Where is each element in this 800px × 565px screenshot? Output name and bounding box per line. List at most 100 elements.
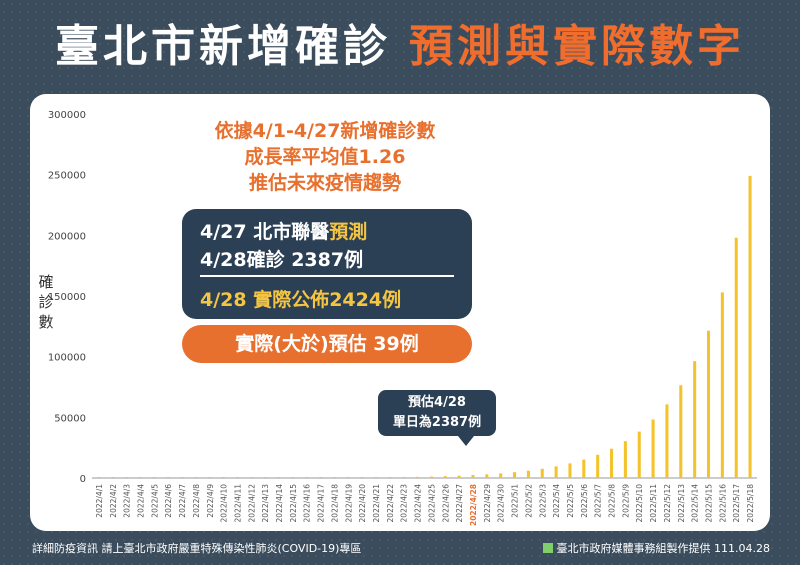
x-tick-label: 2022/4/1 (95, 484, 104, 518)
x-tick-label: 2022/4/12 (247, 484, 256, 523)
x-tick-label: 2022/4/22 (386, 484, 395, 523)
bar (637, 431, 641, 478)
x-tick-label: 2022/4/28 (469, 484, 478, 526)
bar (166, 477, 170, 478)
bar (679, 385, 683, 478)
bar (319, 477, 323, 478)
x-tick-label: 2022/5/6 (580, 484, 589, 518)
bar (665, 404, 669, 478)
bar (125, 477, 129, 478)
bar (429, 476, 433, 478)
bar (499, 473, 503, 478)
title-part2: 預測與實際數字 (409, 21, 745, 72)
bar (291, 477, 295, 478)
x-tick-label: 2022/5/7 (594, 484, 603, 518)
x-tick-label: 2022/4/19 (344, 484, 353, 523)
bar (263, 477, 267, 478)
bar (332, 477, 336, 478)
bar (305, 477, 309, 478)
headline-line2: 成長率平均值1.26 (244, 146, 406, 168)
bar (610, 448, 614, 478)
prediction-divider (200, 275, 454, 277)
x-tick-label: 2022/4/2 (109, 484, 118, 518)
headline: 依據4/1-4/27新增確診數 成長率平均值1.26 推估未來疫情趨勢 (160, 118, 490, 196)
x-tick-label: 2022/5/2 (524, 484, 533, 518)
x-tick-label: 2022/5/10 (635, 484, 644, 523)
x-tick-label: 2022/5/13 (677, 484, 686, 523)
x-tick-label: 2022/4/23 (400, 484, 409, 523)
x-tick-label: 2022/4/6 (164, 484, 173, 518)
bar (651, 419, 655, 478)
callout-line2: 單日為2387例 (392, 415, 482, 430)
bar (526, 470, 530, 478)
bar (485, 474, 489, 478)
x-tick-label: 2022/4/17 (317, 484, 326, 523)
footer-right-text: 臺北市政府媒體事務組製作提供 111.04.28 (556, 542, 770, 555)
y-tick-label: 50000 (54, 413, 86, 424)
x-tick-label: 2022/5/17 (732, 484, 741, 523)
bar (443, 476, 447, 478)
x-tick-label: 2022/4/11 (233, 484, 242, 523)
bar (540, 468, 544, 478)
x-tick-label: 2022/4/26 (441, 484, 450, 523)
bar (249, 477, 253, 478)
x-tick-label: 2022/4/4 (136, 484, 145, 518)
bar (208, 477, 212, 478)
x-tick-label: 2022/5/8 (608, 484, 617, 518)
bar (374, 477, 378, 478)
headline-line1: 依據4/1-4/27新增確診數 (214, 120, 436, 142)
bar (360, 477, 364, 478)
bar (277, 477, 281, 478)
headline-line3: 推估未來疫情趨勢 (248, 172, 401, 194)
x-tick-label: 2022/4/13 (261, 484, 270, 523)
callout-line1: 預估4/28 (408, 395, 466, 410)
y-tick-label: 250000 (48, 171, 86, 182)
bar (402, 477, 406, 478)
y-tick-label: 150000 (48, 292, 86, 303)
x-tick-label: 2022/5/4 (552, 484, 561, 518)
bar (554, 466, 558, 478)
bar (194, 477, 198, 478)
x-tick-label: 2022/5/15 (705, 484, 714, 523)
x-tick-label: 2022/4/24 (414, 484, 423, 523)
bar (346, 477, 350, 478)
callout-bubble: 預估4/28 單日為2387例 (378, 390, 496, 436)
x-tick-label: 2022/5/12 (663, 484, 672, 523)
bar (720, 292, 724, 478)
x-tick-label: 2022/5/5 (566, 484, 575, 518)
x-tick-label: 2022/4/25 (427, 484, 436, 523)
x-tick-label: 2022/4/15 (289, 484, 298, 523)
prediction-box: 4/27 北市聯醫預測 4/28確診 2387例 4/28 實際公佈2424例 (182, 209, 472, 319)
x-tick-label: 2022/4/9 (206, 484, 215, 518)
bar (706, 330, 711, 478)
actual-line: 4/28 實際公佈2424例 (200, 289, 402, 311)
callout-tail (458, 436, 474, 446)
y-tick-label: 100000 (48, 353, 86, 364)
prediction-line1: 4/27 北市聯醫預測 (200, 217, 367, 244)
x-tick-label: 2022/5/11 (649, 484, 658, 523)
bar (596, 454, 600, 478)
bar (748, 175, 752, 478)
prediction-line1-prefix: 4/27 北市聯醫 (200, 221, 330, 243)
y-tick-label: 0 (80, 474, 86, 485)
bar (111, 477, 115, 478)
x-tick-label: 2022/4/30 (497, 484, 506, 523)
x-tick-label: 2022/5/18 (746, 484, 755, 523)
bar (568, 463, 572, 478)
bar (513, 472, 517, 478)
x-tick-label: 2022/4/10 (220, 484, 229, 523)
footer-left: 詳細防疫資訊 請上臺北市政府嚴重特殊傳染性肺炎(COVID-19)專區 (32, 542, 362, 555)
prediction-line1-highlight: 預測 (329, 221, 368, 243)
bar (734, 237, 738, 478)
title-part1: 臺北市新增確診 (55, 21, 391, 72)
taipei-logo-icon (542, 543, 553, 553)
x-tick-label: 2022/4/16 (303, 484, 312, 523)
y-tick-label: 200000 (48, 231, 86, 242)
x-tick-label: 2022/4/5 (150, 484, 159, 518)
bar (457, 475, 461, 478)
x-tick-label: 2022/5/1 (511, 484, 520, 518)
bar (97, 477, 101, 478)
x-tick-label: 2022/4/20 (358, 484, 367, 523)
bar (582, 459, 586, 478)
